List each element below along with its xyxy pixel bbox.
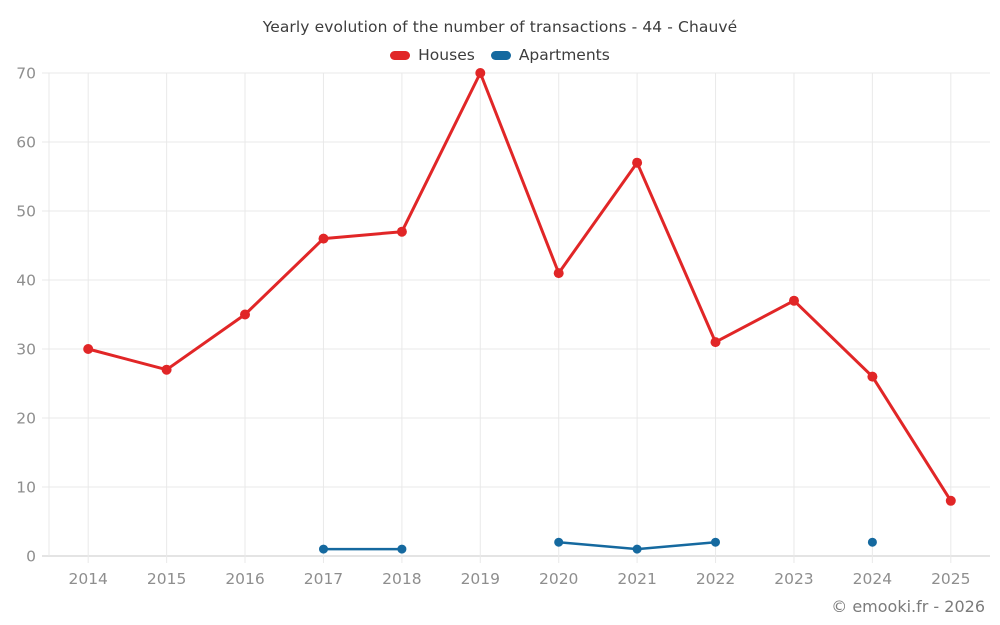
copyright-credit: © emooki.fr - 2026 (831, 597, 985, 616)
data-point-houses-2014 (83, 344, 94, 354)
data-point-apartments-2017 (319, 544, 328, 554)
y-tick-label: 60 (16, 134, 36, 152)
x-tick-label: 2021 (617, 570, 656, 588)
x-tick-label: 2020 (539, 570, 578, 588)
y-tick-label: 70 (16, 65, 36, 83)
data-point-houses-2025 (945, 495, 956, 506)
chart-title: Yearly evolution of the number of transa… (262, 18, 738, 36)
y-tick-label: 10 (16, 479, 36, 497)
data-point-houses-2015 (161, 364, 172, 375)
legend-swatch-icon (490, 50, 511, 60)
x-tick-label: 2024 (853, 570, 892, 588)
data-point-apartments-2018 (397, 544, 407, 554)
data-point-houses-2018 (396, 226, 407, 237)
data-point-houses-2020 (553, 268, 564, 279)
x-tick-label: 2019 (461, 570, 500, 588)
x-tick-label: 2023 (774, 570, 813, 588)
data-point-houses-2017 (318, 233, 329, 244)
data-point-apartments-2021 (632, 544, 642, 554)
data-point-apartments-2022 (711, 537, 720, 547)
data-point-houses-2023 (789, 295, 799, 306)
y-tick-label: 0 (26, 548, 36, 566)
chart-legend: Houses Apartments (0, 46, 1000, 64)
x-tick-label: 2016 (225, 570, 264, 588)
data-point-houses-2019 (475, 68, 486, 78)
data-point-houses-2016 (240, 309, 250, 320)
x-tick-label: 2025 (931, 570, 970, 588)
x-tick-label: 2022 (696, 570, 735, 588)
data-point-houses-2022 (710, 337, 721, 348)
data-point-apartments-2020 (554, 537, 564, 547)
y-tick-label: 30 (16, 341, 36, 359)
x-tick-label: 2015 (147, 570, 186, 588)
data-point-houses-2021 (632, 157, 643, 168)
y-tick-label: 20 (16, 410, 36, 428)
x-tick-label: 2017 (304, 570, 343, 588)
legend-label: Houses (418, 46, 475, 64)
x-tick-label: 2018 (382, 570, 421, 588)
legend-label: Apartments (518, 46, 610, 64)
x-tick-label: 2014 (68, 570, 107, 588)
y-tick-label: 40 (16, 272, 36, 290)
y-tick-label: 50 (16, 203, 36, 221)
legend-swatch-icon (390, 50, 411, 60)
data-point-houses-2024 (867, 371, 878, 382)
data-point-apartments-2024 (867, 537, 877, 547)
legend-item-houses[interactable]: Houses (390, 46, 475, 64)
series-line-houses (86, 71, 953, 503)
legend-item-apartments[interactable]: Apartments (490, 46, 610, 64)
